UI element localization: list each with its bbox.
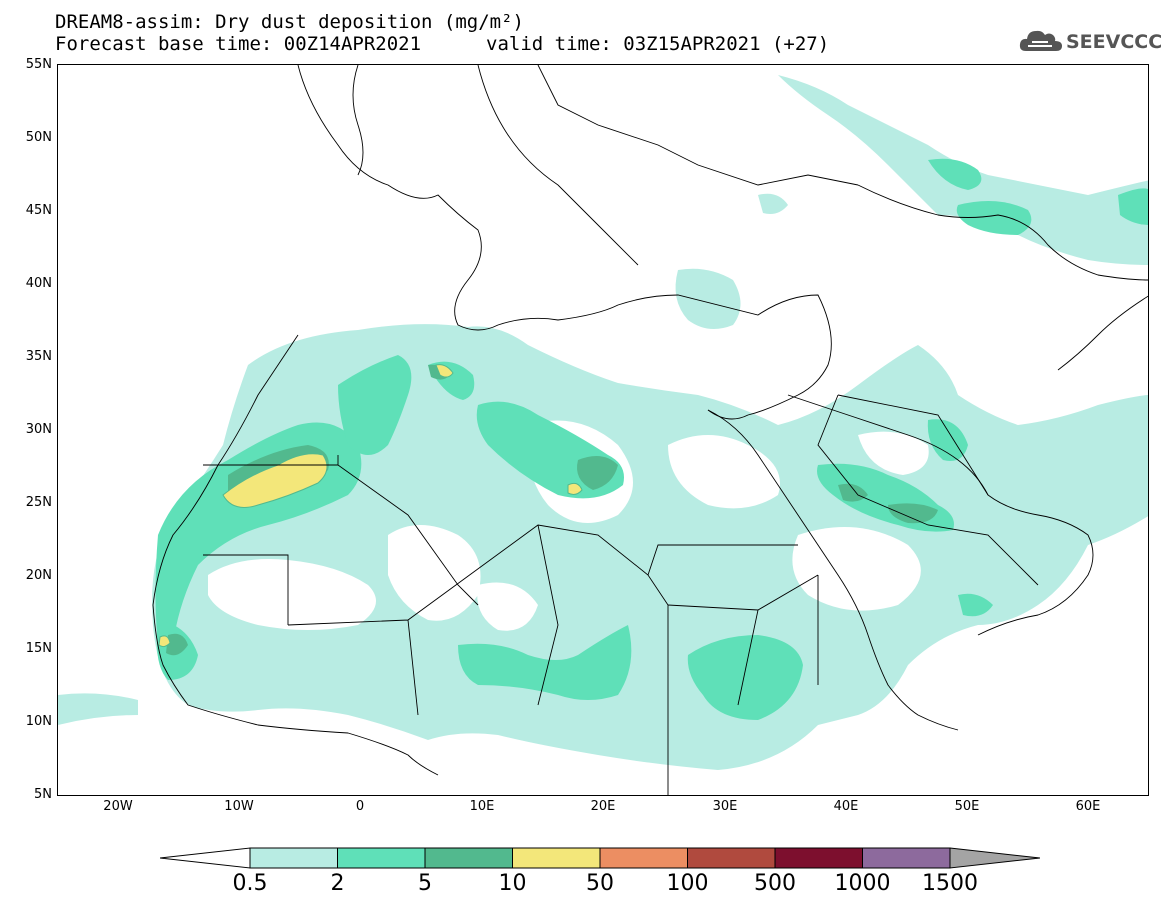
colorbar-label: 1500: [922, 871, 978, 896]
colorbar-cell: [512, 847, 601, 869]
lat-label: 35N: [25, 349, 52, 364]
cloud-icon: [1019, 30, 1062, 51]
colorbar-cell: [599, 847, 688, 869]
lon-label: 40E: [833, 799, 859, 814]
colorbar-label: 100: [666, 871, 709, 896]
colorbar-label: 1000: [834, 871, 891, 896]
lon-label: 60E: [1075, 799, 1101, 814]
colorbar-cell: [774, 847, 863, 869]
map-title: DREAM8-assim: Dry dust deposition (mg/m²…: [55, 11, 524, 33]
colorbar-label: 0.5: [232, 871, 268, 896]
colorbar-cell: [687, 847, 776, 869]
colorbar-label: 5: [418, 871, 432, 896]
colorbar-label: 10: [498, 871, 527, 896]
lat-label: 5N: [34, 787, 52, 802]
lat-label: 30N: [25, 422, 52, 437]
colorbar-label: 500: [754, 871, 796, 896]
seevccc-logo: SEEVCCC: [1018, 24, 1162, 58]
forecast-base-time: Forecast base time: 00Z14APR2021: [55, 33, 422, 55]
colorbar-label: 2: [330, 871, 345, 896]
lat-label: 40N: [25, 276, 52, 291]
lon-label: 50E: [954, 799, 980, 814]
lat-label: 15N: [25, 641, 52, 656]
logo-text: SEEVCCC: [1066, 31, 1163, 53]
lat-label: 20N: [25, 568, 52, 583]
lat-label: 10N: [25, 714, 52, 729]
lon-label: 20E: [590, 799, 616, 814]
lon-label: 30E: [712, 799, 738, 814]
dust-map: [58, 65, 1148, 795]
lon-label: 20W: [103, 799, 133, 814]
coastlines-borders: [152, 65, 1148, 795]
colorbar-label: 50: [586, 871, 614, 896]
colorbar-cell: [424, 847, 513, 869]
colorbar-cell: [249, 847, 338, 869]
lat-label: 50N: [25, 130, 52, 145]
colorbar-cell: [862, 847, 951, 869]
lat-label: 55N: [25, 57, 52, 72]
colorbar: [160, 847, 1040, 869]
lon-label: 0: [355, 799, 365, 814]
lon-label: 10W: [224, 799, 254, 814]
colorbar-cell: [337, 847, 426, 869]
colorbar-cell-below-min: [160, 847, 251, 869]
level-10-50-area: [158, 364, 583, 648]
valid-time: valid time: 03Z15APR2021 (+27): [486, 33, 830, 55]
lon-label: 10E: [469, 799, 495, 814]
lat-label: 45N: [25, 203, 52, 218]
colorbar-cell-above-max: [949, 847, 1040, 869]
lat-label: 25N: [25, 495, 52, 510]
map-area: [57, 64, 1149, 796]
